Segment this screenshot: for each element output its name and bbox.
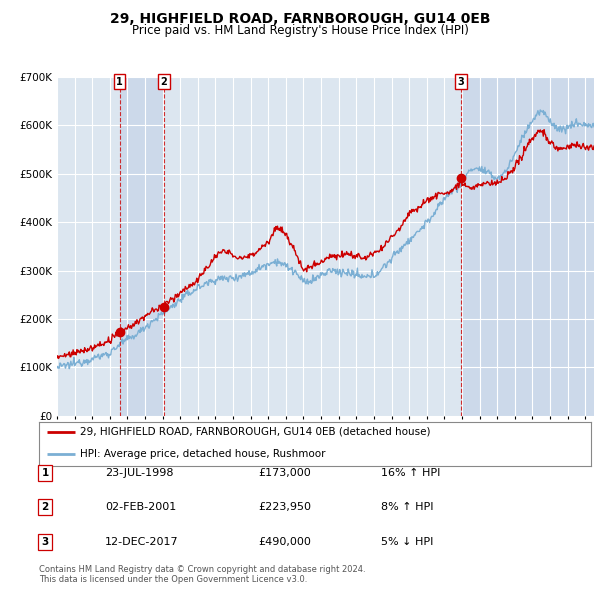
Text: 12-DEC-2017: 12-DEC-2017 <box>105 537 179 546</box>
Text: 5% ↓ HPI: 5% ↓ HPI <box>381 537 433 546</box>
Bar <box>461 77 594 416</box>
Text: 3: 3 <box>41 537 49 546</box>
Text: £173,000: £173,000 <box>258 468 311 478</box>
Text: £490,000: £490,000 <box>258 537 311 546</box>
Text: Contains HM Land Registry data © Crown copyright and database right 2024.
This d: Contains HM Land Registry data © Crown c… <box>39 565 365 584</box>
Text: 8% ↑ HPI: 8% ↑ HPI <box>381 503 433 512</box>
Text: 16% ↑ HPI: 16% ↑ HPI <box>381 468 440 478</box>
Text: 1: 1 <box>116 77 123 87</box>
Text: £223,950: £223,950 <box>258 503 311 512</box>
Bar <box>119 77 164 416</box>
Text: 23-JUL-1998: 23-JUL-1998 <box>105 468 173 478</box>
Text: HPI: Average price, detached house, Rushmoor: HPI: Average price, detached house, Rush… <box>80 449 326 458</box>
Text: 29, HIGHFIELD ROAD, FARNBOROUGH, GU14 0EB (detached house): 29, HIGHFIELD ROAD, FARNBOROUGH, GU14 0E… <box>80 427 431 437</box>
Text: Price paid vs. HM Land Registry's House Price Index (HPI): Price paid vs. HM Land Registry's House … <box>131 24 469 37</box>
Text: 1: 1 <box>41 468 49 478</box>
Text: 29, HIGHFIELD ROAD, FARNBOROUGH, GU14 0EB: 29, HIGHFIELD ROAD, FARNBOROUGH, GU14 0E… <box>110 12 490 26</box>
Text: 2: 2 <box>41 503 49 512</box>
Text: 2: 2 <box>161 77 167 87</box>
Text: 02-FEB-2001: 02-FEB-2001 <box>105 503 176 512</box>
Text: 3: 3 <box>458 77 464 87</box>
